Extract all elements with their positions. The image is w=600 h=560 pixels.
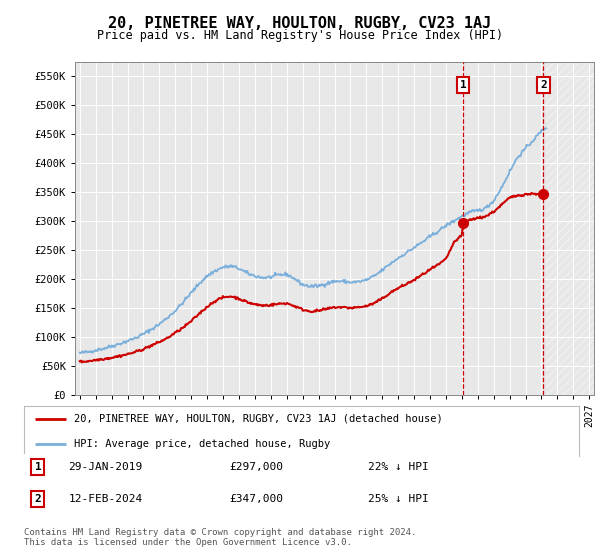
Text: 29-JAN-2019: 29-JAN-2019: [68, 462, 143, 472]
Text: 20, PINETREE WAY, HOULTON, RUGBY, CV23 1AJ (detached house): 20, PINETREE WAY, HOULTON, RUGBY, CV23 1…: [74, 414, 443, 423]
Text: HPI: Average price, detached house, Rugby: HPI: Average price, detached house, Rugb…: [74, 439, 330, 449]
Text: 25% ↓ HPI: 25% ↓ HPI: [368, 494, 429, 504]
Bar: [546, 62, 597, 395]
Text: 1: 1: [35, 462, 41, 472]
Text: 22% ↓ HPI: 22% ↓ HPI: [368, 462, 429, 472]
Text: £297,000: £297,000: [229, 462, 283, 472]
Text: Contains HM Land Registry data © Crown copyright and database right 2024.
This d: Contains HM Land Registry data © Crown c…: [24, 528, 416, 547]
Text: Price paid vs. HM Land Registry's House Price Index (HPI): Price paid vs. HM Land Registry's House …: [97, 29, 503, 42]
Bar: [546, 62, 597, 395]
Text: 2: 2: [540, 80, 547, 90]
Text: 1: 1: [460, 80, 467, 90]
Text: 2: 2: [35, 494, 41, 504]
Text: 20, PINETREE WAY, HOULTON, RUGBY, CV23 1AJ: 20, PINETREE WAY, HOULTON, RUGBY, CV23 1…: [109, 16, 491, 31]
Text: £347,000: £347,000: [229, 494, 283, 504]
Text: 12-FEB-2024: 12-FEB-2024: [68, 494, 143, 504]
